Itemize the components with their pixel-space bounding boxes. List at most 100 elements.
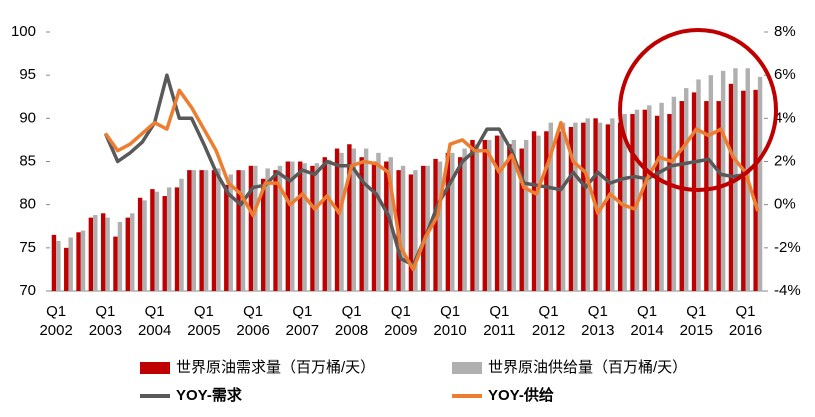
y2-tick-label: -2% bbox=[774, 239, 801, 256]
y-tick-label: 75 bbox=[19, 239, 36, 256]
x-tick-year: 2006 bbox=[236, 322, 269, 339]
bar bbox=[150, 189, 155, 291]
bar bbox=[445, 152, 451, 291]
y2-tick-label: 0% bbox=[774, 196, 796, 213]
y2-tick-label: 6% bbox=[774, 66, 796, 83]
bar bbox=[162, 196, 167, 291]
legend-label: YOY-需求 bbox=[176, 386, 243, 404]
y-tick-label: 85 bbox=[19, 152, 36, 169]
bar bbox=[117, 221, 123, 291]
x-tick-year: 2013 bbox=[581, 322, 614, 339]
bar bbox=[376, 152, 381, 291]
bar bbox=[470, 139, 475, 291]
bar bbox=[716, 101, 721, 291]
bar bbox=[573, 122, 578, 292]
y2-tick-label: 8% bbox=[774, 23, 796, 40]
bar bbox=[610, 118, 615, 291]
bar bbox=[642, 109, 648, 291]
bar bbox=[203, 170, 209, 291]
bar bbox=[413, 170, 418, 291]
bar bbox=[310, 165, 315, 291]
bar bbox=[519, 148, 524, 291]
bar bbox=[285, 161, 291, 291]
bar bbox=[457, 157, 463, 291]
bar bbox=[531, 131, 537, 291]
bar bbox=[64, 247, 69, 291]
x-tick-label: Q1 bbox=[588, 303, 608, 320]
bar bbox=[302, 163, 307, 291]
bar bbox=[277, 165, 283, 291]
bar bbox=[474, 144, 480, 291]
bar bbox=[248, 165, 254, 291]
bar bbox=[326, 159, 332, 291]
y-tick-label: 95 bbox=[19, 66, 36, 83]
bar bbox=[253, 165, 258, 291]
bar bbox=[179, 178, 184, 291]
y-tick-label: 100 bbox=[11, 23, 36, 40]
bar bbox=[105, 217, 110, 291]
bar bbox=[191, 170, 197, 291]
bar bbox=[560, 122, 566, 292]
legend-label: YOY-供给 bbox=[488, 386, 554, 404]
bar bbox=[187, 170, 192, 291]
bar bbox=[523, 139, 529, 291]
x-tick-label: Q1 bbox=[342, 303, 362, 320]
bar bbox=[507, 144, 512, 291]
y-tick-label: 70 bbox=[19, 282, 36, 299]
bar bbox=[56, 240, 61, 291]
bar bbox=[142, 200, 147, 291]
bar bbox=[433, 158, 438, 291]
bar bbox=[166, 187, 172, 291]
bar bbox=[137, 197, 143, 291]
bar bbox=[322, 157, 327, 291]
bar bbox=[617, 122, 623, 292]
bar bbox=[462, 148, 467, 291]
x-tick-label: Q1 bbox=[95, 303, 115, 320]
bar bbox=[568, 126, 574, 291]
legend-label: 世界原油供给量（百万桶/天） bbox=[488, 359, 687, 376]
bar bbox=[68, 237, 73, 291]
bar bbox=[224, 184, 229, 291]
bar bbox=[556, 131, 561, 291]
bar bbox=[290, 161, 295, 291]
bar bbox=[704, 101, 709, 291]
bar bbox=[654, 115, 660, 291]
bar bbox=[708, 75, 714, 292]
x-tick-year: 2015 bbox=[680, 322, 713, 339]
bar bbox=[421, 165, 426, 291]
bar bbox=[757, 76, 763, 291]
bar bbox=[216, 168, 221, 291]
bar bbox=[154, 191, 160, 291]
bar bbox=[647, 105, 652, 291]
bar bbox=[334, 148, 340, 291]
bar bbox=[408, 174, 414, 291]
bar bbox=[437, 161, 443, 291]
bar bbox=[359, 157, 364, 291]
bar bbox=[371, 161, 377, 291]
x-tick-year: 2003 bbox=[89, 322, 122, 339]
bar bbox=[720, 70, 726, 291]
bar bbox=[339, 152, 344, 291]
x-tick-label: Q1 bbox=[539, 303, 559, 320]
bar bbox=[487, 139, 492, 291]
y-tick-label: 90 bbox=[19, 109, 36, 126]
bar bbox=[741, 90, 746, 291]
x-tick-label: Q1 bbox=[194, 303, 214, 320]
y-tick-label: 80 bbox=[19, 196, 36, 213]
bar bbox=[236, 170, 241, 291]
bar bbox=[297, 161, 303, 291]
bar bbox=[80, 230, 86, 291]
x-tick-label: Q1 bbox=[243, 303, 263, 320]
bar bbox=[581, 122, 586, 292]
bar bbox=[536, 135, 541, 291]
x-tick-year: 2011 bbox=[483, 322, 515, 339]
bar bbox=[696, 79, 701, 291]
legend-label: 世界原油需求量（百万桶/天） bbox=[176, 359, 375, 376]
bar bbox=[671, 96, 677, 291]
x-tick-year: 2012 bbox=[532, 322, 565, 339]
legend-swatch bbox=[452, 362, 482, 374]
x-tick-label: Q1 bbox=[686, 303, 706, 320]
bar bbox=[347, 144, 352, 291]
bar bbox=[400, 165, 406, 291]
